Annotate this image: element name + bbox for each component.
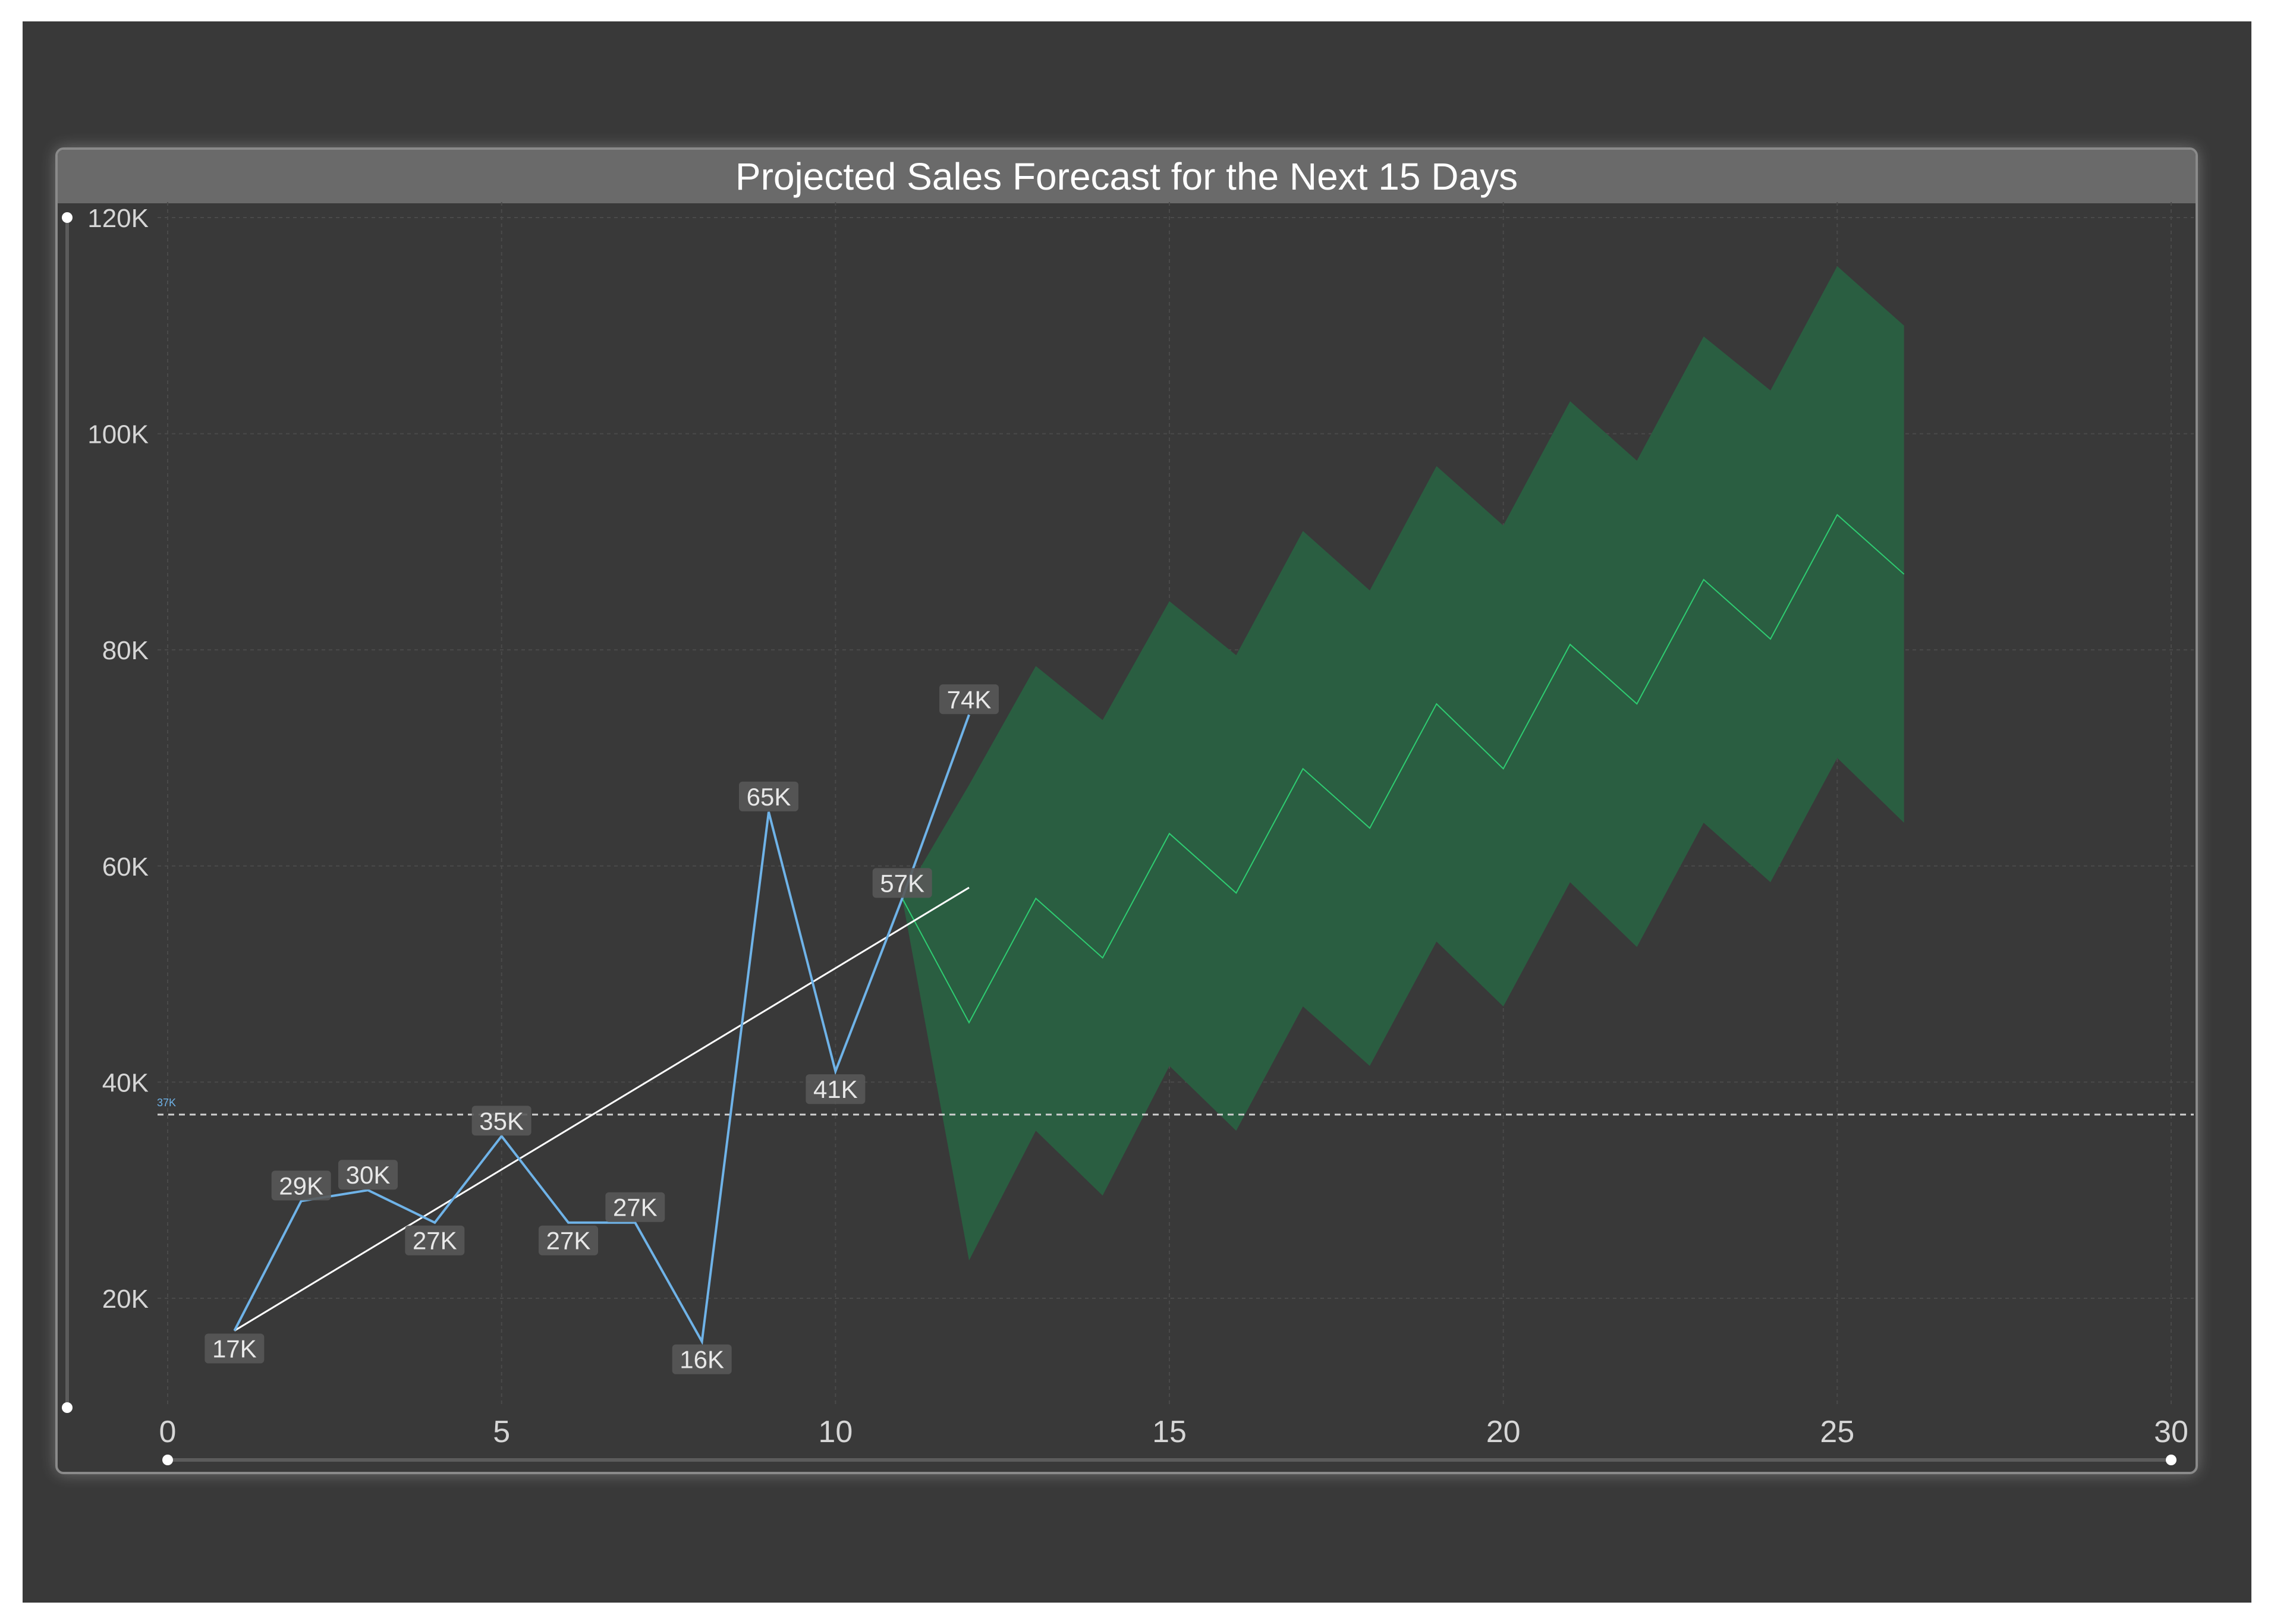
data-label-box	[405, 1225, 465, 1255]
x-tick-label: 30	[2154, 1415, 2188, 1449]
data-label: 35K	[479, 1107, 524, 1135]
data-label: 27K	[413, 1227, 457, 1255]
x-range-handle-left	[162, 1455, 173, 1465]
data-label: 17K	[212, 1335, 257, 1363]
trend-line	[234, 886, 970, 1332]
data-label-box	[271, 1170, 331, 1201]
average-reference-label: 37K	[157, 1097, 176, 1109]
x-tick-label: 20	[1486, 1415, 1521, 1449]
y-tick-label: 40K	[102, 1068, 149, 1097]
data-label: 41K	[813, 1075, 858, 1103]
y-tick-label: 80K	[102, 636, 149, 665]
y-range-handle-bottom	[62, 1402, 73, 1413]
forecast-confidence-band	[902, 266, 1904, 1261]
data-label-box	[672, 1344, 732, 1374]
data-label-box	[605, 1192, 665, 1222]
data-label-box	[872, 868, 932, 898]
y-tick-label: 60K	[102, 852, 149, 882]
x-range-handle-right	[2166, 1455, 2177, 1465]
x-tick-label: 25	[1820, 1415, 1854, 1449]
actual-sales-line	[233, 714, 970, 1345]
title-bar: Projected Sales Forecast for the Next 15…	[58, 150, 2196, 203]
data-label-box	[205, 1333, 265, 1364]
data-label: 74K	[947, 685, 992, 713]
data-label: 57K	[880, 869, 924, 897]
data-label: 27K	[546, 1227, 591, 1255]
x-tick-label: 15	[1152, 1415, 1187, 1449]
chart-panel: Projected Sales Forecast for the Next 15…	[55, 147, 2198, 1474]
data-label: 65K	[747, 783, 791, 811]
data-label: 27K	[613, 1194, 658, 1222]
forecast-line	[901, 514, 1905, 1024]
data-label-box	[539, 1225, 598, 1255]
data-label-box	[739, 781, 798, 811]
x-tick-label: 0	[159, 1415, 177, 1449]
x-tick-label: 5	[493, 1415, 510, 1449]
y-tick-label: 100K	[87, 420, 149, 449]
data-label-box	[806, 1074, 866, 1104]
y-tick-label: 20K	[102, 1285, 149, 1314]
data-label: 16K	[680, 1346, 724, 1374]
data-label-box	[939, 684, 999, 715]
y-tick-label: 120K	[87, 204, 149, 233]
data-label: 29K	[279, 1172, 323, 1200]
chart-title: Projected Sales Forecast for the Next 15…	[735, 155, 1518, 198]
x-tick-label: 10	[818, 1415, 853, 1449]
data-label: 30K	[346, 1161, 391, 1189]
data-label-box	[338, 1160, 398, 1190]
y-range-handle-top	[62, 212, 73, 223]
data-label-box	[471, 1106, 531, 1136]
